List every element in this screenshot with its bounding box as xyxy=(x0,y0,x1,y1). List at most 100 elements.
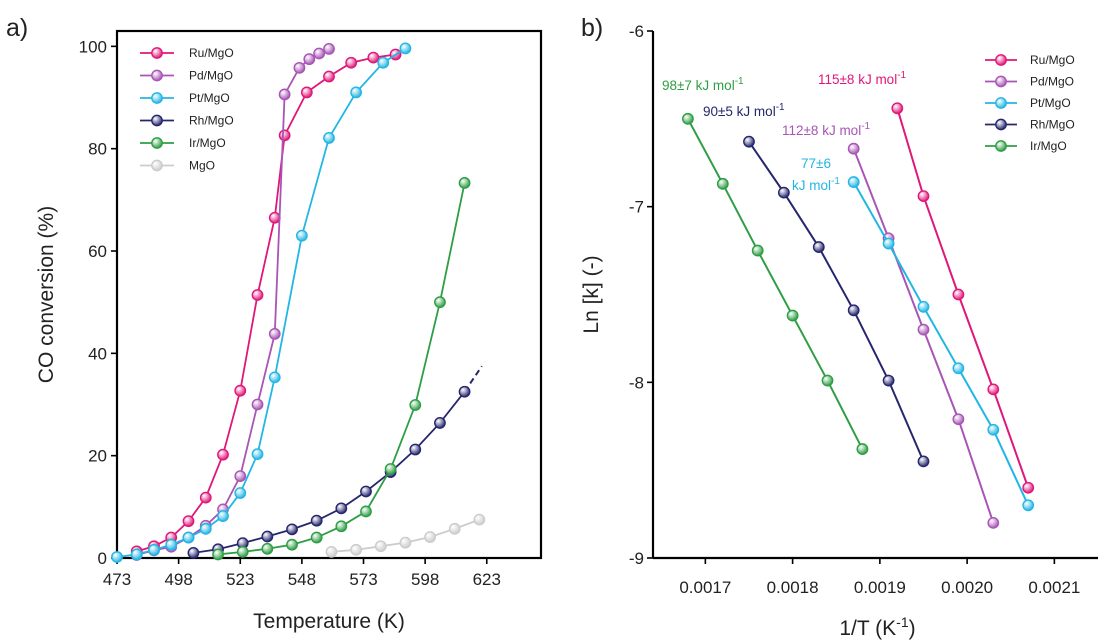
y-tick-label-b: -6 xyxy=(629,22,644,41)
annotation-text: 98±7 kJ mol-1 xyxy=(662,76,744,93)
series-line xyxy=(217,182,466,556)
data-point xyxy=(236,545,249,558)
data-point xyxy=(182,531,195,544)
data-point xyxy=(350,86,363,99)
data-point xyxy=(251,289,264,301)
data-point xyxy=(856,443,869,455)
x-axis-title-close: ) xyxy=(909,617,916,640)
data-point xyxy=(251,448,264,461)
data-point xyxy=(1022,481,1035,494)
data-point xyxy=(217,510,229,522)
data-point xyxy=(891,102,904,115)
legend-marker xyxy=(995,75,1007,88)
legend-marker xyxy=(151,159,163,172)
data-point xyxy=(130,548,143,561)
chart-a: a) 473 498 523 548 573 598 623 0 20 40 60 80 100 Tempe… xyxy=(6,14,543,633)
activation-energy-label: 98±7 kJ mol-1 xyxy=(662,76,744,93)
annotation-text: 90±5 kJ mol-1 xyxy=(703,102,785,119)
series-a-mgo xyxy=(325,513,486,558)
legend-label: Rh/MgO xyxy=(189,114,234,128)
legend-label: MgO xyxy=(189,159,215,173)
data-point xyxy=(882,374,895,387)
legend-label: Pt/MgO xyxy=(1030,96,1071,110)
data-point xyxy=(313,47,326,60)
data-point xyxy=(987,516,1000,529)
activation-energy-label: 90±5 kJ mol-1 xyxy=(703,102,785,119)
data-point xyxy=(234,487,247,499)
y-tick-label-a: 20 xyxy=(88,447,107,466)
data-point xyxy=(345,56,358,69)
x-tick-label-a: 473 xyxy=(103,570,131,589)
data-point xyxy=(293,61,306,74)
data-point xyxy=(1022,499,1035,512)
data-point xyxy=(182,515,195,528)
annotation-text: 77±6 xyxy=(801,156,831,171)
data-point xyxy=(682,112,694,125)
y-tick-label-a: 80 xyxy=(88,140,107,159)
x-tick-label-b: 0.0017 xyxy=(679,578,731,597)
legend-marker xyxy=(151,137,163,149)
y-tick-label-b: -8 xyxy=(629,373,644,392)
y-tick-label-a: 0 xyxy=(98,549,107,568)
series-b-ir-mgo xyxy=(682,112,869,455)
x-tick-label-b: 0.0021 xyxy=(1028,578,1080,597)
legend-label: Pd/MgO xyxy=(189,69,233,83)
data-point xyxy=(111,551,123,563)
data-point xyxy=(434,296,446,309)
data-point xyxy=(751,244,764,257)
series-a-ru-mgo xyxy=(130,48,402,558)
data-point xyxy=(278,88,291,101)
data-point xyxy=(952,362,965,375)
data-point xyxy=(300,86,313,99)
data-point xyxy=(310,531,323,544)
y-axis-title-a: CO conversion (%) xyxy=(35,206,58,383)
data-point xyxy=(786,309,799,322)
data-point xyxy=(325,545,338,558)
legend-marker xyxy=(151,92,163,104)
series-line xyxy=(136,53,396,553)
x-tick-label-a: 598 xyxy=(411,570,439,589)
data-point xyxy=(350,543,363,556)
legend-marker xyxy=(995,97,1007,109)
series-a-pt-mgo xyxy=(111,42,412,563)
x-tick-label-a: 548 xyxy=(288,570,316,589)
x-tick-label-a: 573 xyxy=(349,570,377,589)
data-point xyxy=(882,237,895,250)
legend-label: Pd/MgO xyxy=(1030,75,1074,89)
x-tick-label-a: 623 xyxy=(473,570,501,589)
data-point xyxy=(278,129,291,142)
y-tick-label-a: 40 xyxy=(88,344,107,363)
data-point xyxy=(261,530,274,543)
legend-label: Rh/MgO xyxy=(1030,118,1075,132)
data-point xyxy=(473,513,486,526)
data-point xyxy=(458,385,471,398)
legend-b: Ru/MgO Pd/MgO Pt/MgO Rh/MgO Ir/MgO xyxy=(985,53,1075,153)
series-b-ru-mgo xyxy=(891,102,1035,494)
data-point xyxy=(165,538,178,551)
legend-marker xyxy=(995,54,1007,66)
data-point xyxy=(367,51,380,64)
legend-a: Ru/MgO Pd/MgO Pt/MgO Rh/MgO Ir/MgO MgO xyxy=(140,46,234,173)
data-point xyxy=(743,135,755,148)
x-axis-title-superscript: -1 xyxy=(896,614,909,630)
data-point xyxy=(987,383,1000,396)
series-b-rh-mgo xyxy=(743,135,930,468)
series-a-ir-mgo xyxy=(212,177,471,561)
data-point xyxy=(952,413,965,426)
data-point xyxy=(409,443,422,456)
data-point xyxy=(323,132,335,144)
data-point xyxy=(268,327,281,340)
series-line xyxy=(687,118,864,450)
data-point xyxy=(847,176,860,188)
data-point xyxy=(384,463,397,475)
data-point xyxy=(323,43,335,55)
series-b-pd-mgo xyxy=(847,142,1000,529)
series-line xyxy=(852,181,1030,506)
data-point xyxy=(335,502,348,515)
data-point xyxy=(847,142,860,155)
data-point xyxy=(199,491,212,504)
legend-label: Ru/MgO xyxy=(189,46,234,60)
data-point xyxy=(917,323,930,336)
data-point xyxy=(310,514,323,527)
